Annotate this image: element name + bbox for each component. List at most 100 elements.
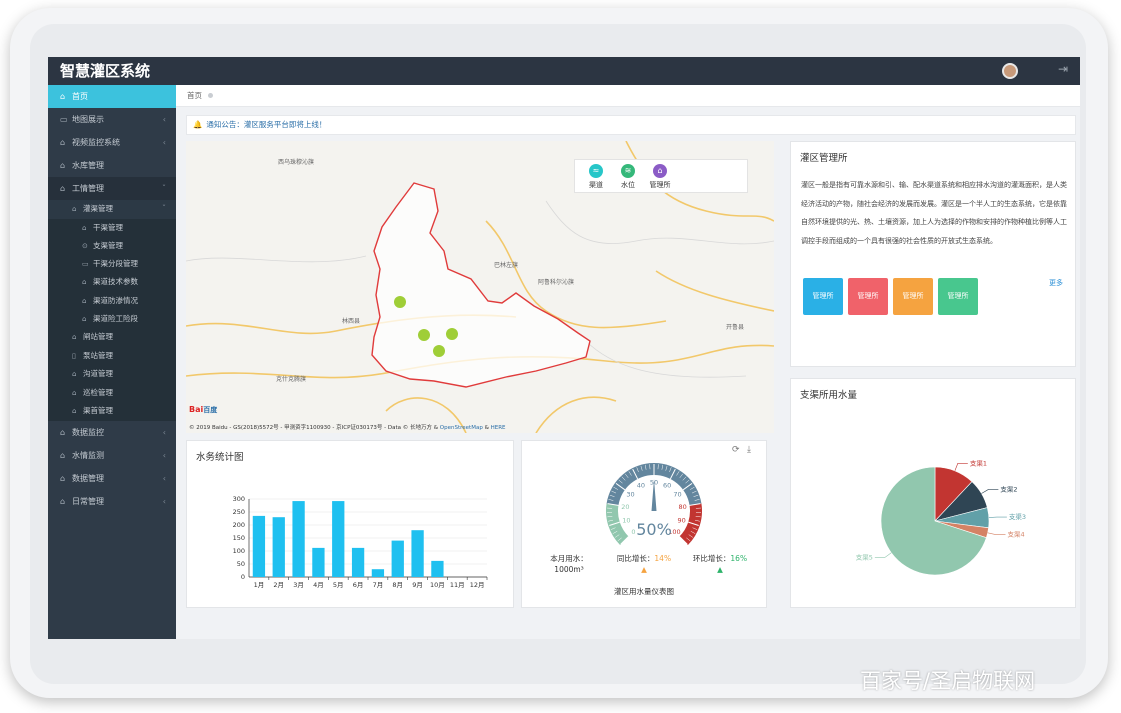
sidebar-item-canal-danger[interactable]: ⌂ 渠道险工险段 bbox=[48, 310, 176, 328]
gauge-tick bbox=[609, 521, 620, 526]
gauge-tick-label: 90 bbox=[677, 516, 685, 524]
home-icon: ⌂ bbox=[60, 473, 66, 483]
sidebar-item-reservoir[interactable]: ⌂ 水库管理 bbox=[48, 154, 176, 177]
here-link[interactable]: HERE bbox=[490, 425, 506, 431]
station-button-1[interactable]: 管理所 bbox=[803, 278, 843, 315]
osm-link[interactable]: OpenStreetMap bbox=[439, 425, 483, 431]
gauge-caption: 灌区用水量仪表图 bbox=[614, 587, 674, 596]
map-markers bbox=[394, 296, 458, 357]
sidebar-item-branch-canal[interactable]: ⊙ 支渠管理 bbox=[48, 237, 176, 255]
sidebar-item-headworks[interactable]: ⌂ 渠首管理 bbox=[48, 402, 176, 421]
sidebar-item-daily[interactable]: ⌂ 日常管理 ‹ bbox=[48, 490, 176, 513]
sidebar-item-works[interactable]: ⌂ 工情管理 ˇ bbox=[48, 177, 176, 200]
x-tick-label: 11月 bbox=[450, 581, 465, 589]
legend-canal[interactable]: ≈ 渠道 bbox=[589, 164, 603, 189]
chevron-left-icon: ‹ bbox=[162, 138, 166, 147]
gauge-tick bbox=[624, 473, 629, 478]
bar bbox=[371, 569, 385, 577]
pie-chart: 支渠1 支渠2 支渠3 支渠4 支渠5 bbox=[856, 458, 1026, 576]
gauge-tick bbox=[689, 503, 701, 506]
sidebar-item-gate[interactable]: ⌂ 闸站管理 bbox=[48, 328, 176, 347]
monthly-label: 本月用水： bbox=[550, 554, 588, 563]
gauge-tick bbox=[608, 519, 614, 522]
app-title: 智慧灌区系统 bbox=[60, 62, 151, 80]
canal-icon: ⊙ bbox=[82, 241, 88, 250]
bell-icon: 🔔 bbox=[193, 120, 203, 129]
legend-station[interactable]: ⌂ 管理所 bbox=[649, 164, 671, 189]
video-icon: ⌂ bbox=[60, 138, 66, 147]
map-place-label: 林西县 bbox=[342, 317, 360, 325]
map-legend: ≈ 渠道 ≋ 水位 ⌂ 管理所 bbox=[574, 159, 748, 193]
station-button-4[interactable]: 管理所 bbox=[938, 278, 978, 315]
gauge-tick-label: 30 bbox=[626, 490, 634, 498]
sidebar-item-canal-params[interactable]: ⌂ 渠道技术参数 bbox=[48, 273, 176, 291]
y-tick-label: 50 bbox=[237, 560, 245, 568]
breadcrumb-dot bbox=[208, 93, 213, 98]
gauge-value: 50% bbox=[636, 520, 672, 539]
chevron-down-icon: ˇ bbox=[162, 204, 166, 213]
sidebar-item-home[interactable]: ⌂ 首页 bbox=[48, 85, 176, 108]
download-icon[interactable]: ⤓ bbox=[747, 445, 751, 455]
bar-chart: 0 50 100 150 200 250 300 1月 2月 3月 4月 5月 6月 7月 8月 9月 10月 1… bbox=[233, 495, 488, 589]
sidebar-submenu: ⌂ 灌渠管理 ˇ ⌂ 干渠管理 ⊙ 支渠管理 ▭ 干渠分段管理 ⌂ 渠道技术参数 ⌂ 渠道防渗… bbox=[48, 200, 176, 421]
info-card-title: 灌区管理所 bbox=[800, 153, 848, 164]
baidu-logo: Bai百度 bbox=[189, 405, 218, 414]
canal-icon: ⌂ bbox=[72, 388, 77, 397]
sidebar-item-water-monitor[interactable]: ⌂ 水情监测 ‹ bbox=[48, 444, 176, 467]
info-card: 灌区管理所 灌区一般是指有可靠水源和引、输、配水渠道系统和相应排水沟道的灌溉面积… bbox=[790, 141, 1076, 367]
map-place-label: 巴林左旗 bbox=[494, 261, 518, 269]
map-panel[interactable]: 西乌珠穆沁旗 巴林左旗 阿鲁科尔沁旗 林西县 克什克腾旗 开鲁县 ≈ 渠道 ≋ 水位… bbox=[186, 141, 774, 433]
avatar[interactable] bbox=[1002, 63, 1018, 79]
sidebar-item-canal-segment[interactable]: ▭ 干渠分段管理 bbox=[48, 255, 176, 273]
chevron-left-icon: ‹ bbox=[162, 450, 166, 460]
gauge-tick-label: 60 bbox=[663, 482, 671, 490]
canal-icon: ⌂ bbox=[82, 223, 87, 232]
gauge-tick bbox=[612, 531, 618, 534]
map-marker bbox=[394, 296, 406, 308]
sidebar-item-data-manage[interactable]: ⌂ 数据管理 ‹ bbox=[48, 467, 176, 490]
x-tick-label: 8月 bbox=[392, 581, 403, 589]
bar bbox=[252, 515, 266, 577]
sidebar: ⌂ 首页 ▭ 地图展示 ‹ ⌂ 视频监控系统 ‹ ⌂ 水库管理 ⌂ 工情管理 ˇ ⌂ 灌渠管理 ˇ … bbox=[48, 85, 176, 639]
legend-water-level[interactable]: ≋ 水位 bbox=[621, 164, 635, 189]
breadcrumb-home[interactable]: 首页 bbox=[187, 91, 202, 100]
sidebar-item-patrol[interactable]: ⌂ 巡检管理 bbox=[48, 384, 176, 403]
sidebar-item-data-monitor[interactable]: ⌂ 数据监控 ‹ bbox=[48, 421, 176, 444]
sidebar-item-video[interactable]: ⌂ 视频监控系统 ‹ bbox=[48, 131, 176, 154]
map-marker bbox=[446, 328, 458, 340]
pie-chart-card: 支渠所用水量 支渠1 支渠2 支渠3 支渠4 支渠5 bbox=[790, 378, 1076, 608]
sidebar-item-pump[interactable]: ▯ 泵站管理 bbox=[48, 347, 176, 366]
gauge-band-low bbox=[606, 503, 629, 545]
sidebar-item-map[interactable]: ▭ 地图展示 ‹ bbox=[48, 108, 176, 131]
y-tick-label: 150 bbox=[233, 534, 245, 542]
gauge-tick-label: 80 bbox=[679, 503, 687, 511]
gauge-tick-label: 0 bbox=[631, 528, 635, 536]
gauge-tick bbox=[691, 490, 697, 494]
gauge-tick bbox=[688, 534, 694, 538]
gauge-tick bbox=[644, 464, 647, 470]
pie-label-line bbox=[988, 516, 1007, 518]
sidebar-item-ditch[interactable]: ⌂ 沟道管理 bbox=[48, 365, 176, 384]
more-link[interactable]: 更多 bbox=[1049, 279, 1063, 287]
gauge-tick bbox=[685, 479, 690, 484]
logout-icon[interactable]: ⇥ bbox=[1058, 62, 1069, 76]
bar bbox=[272, 517, 285, 577]
station-button-2[interactable]: 管理所 bbox=[848, 278, 888, 315]
sidebar-item-canal[interactable]: ⌂ 灌渠管理 ˇ bbox=[48, 200, 176, 219]
pie-label: 支渠3 bbox=[1009, 512, 1026, 521]
chevron-left-icon: ‹ bbox=[162, 427, 166, 437]
sidebar-item-canal-seepage[interactable]: ⌂ 渠道防渗情况 bbox=[48, 292, 176, 310]
gauge-tick-label: 70 bbox=[673, 490, 681, 498]
station-button-3[interactable]: 管理所 bbox=[893, 278, 933, 315]
y-tick-label: 300 bbox=[233, 495, 245, 503]
pie-slice bbox=[880, 466, 987, 576]
arrow-up-icon: ▲ bbox=[717, 565, 723, 574]
gauge-tick bbox=[614, 534, 620, 538]
home-icon: ⌂ bbox=[60, 92, 66, 101]
gauge-tick bbox=[692, 527, 698, 530]
canal-icon: ⌂ bbox=[72, 370, 77, 379]
refresh-icon[interactable]: ⟳ bbox=[732, 445, 740, 455]
top-bar: 智慧灌区系统 ⇥ bbox=[48, 57, 1080, 85]
map-place-label: 开鲁县 bbox=[726, 323, 744, 331]
sidebar-item-main-canal[interactable]: ⌂ 干渠管理 bbox=[48, 219, 176, 237]
